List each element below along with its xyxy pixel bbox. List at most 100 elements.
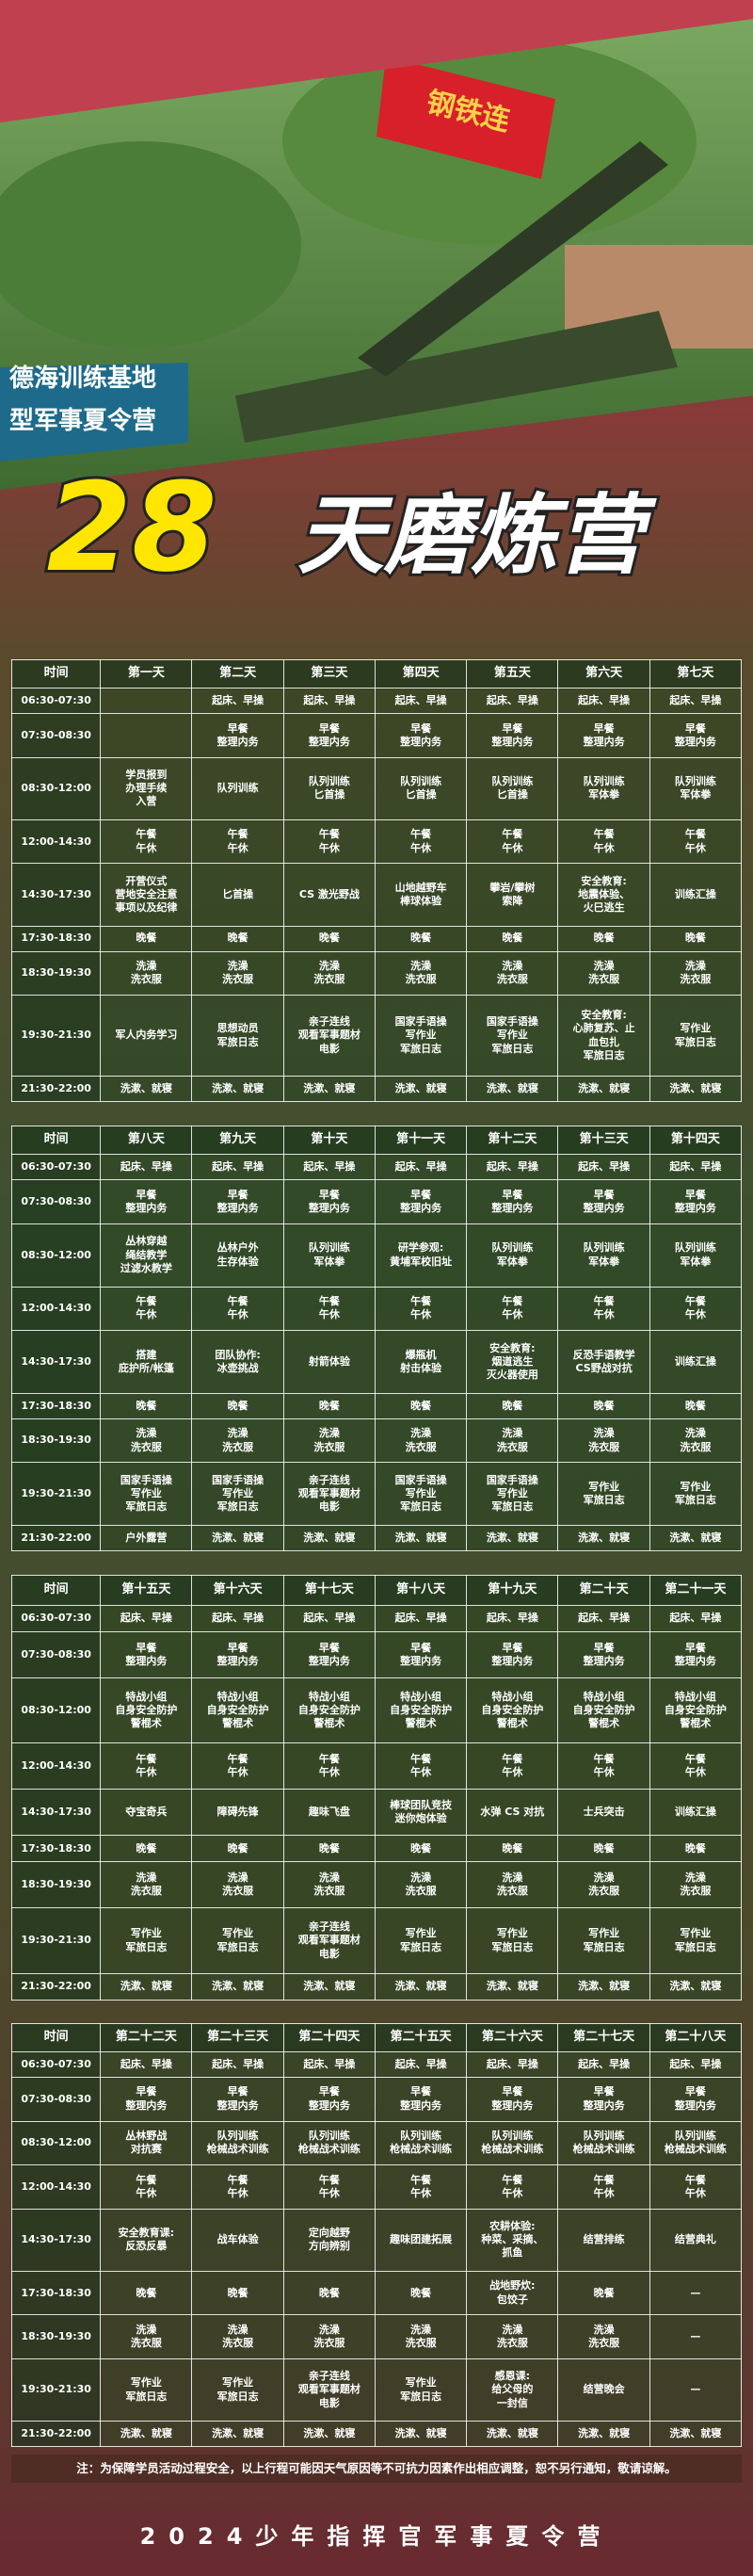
table-cell: 趣味飞盘 [282,1789,376,1837]
table-cell: 起床、早操 [374,1154,468,1181]
table-cell: 起床、早操 [100,1154,193,1181]
table-cell: 午餐 午休 [100,2164,193,2210]
time-cell: 08:30-12:00 [10,1223,102,1288]
row: 18:30-19:30 洗澡 洗衣服 洗澡 洗衣服 洗澡 洗衣服 洗澡 洗衣服 洗澡 洗衣… [10,2314,743,2359]
time-cell: 19:30-21:30 [10,2357,102,2422]
table-cell: 晚餐 [100,2270,193,2316]
table-cell: 队列训练 枪械战术训练 [374,2120,468,2166]
row: 19:30-21:30 军人内务学习 思想动员 军旅日志 亲子连线 观看军事题材 电影… [10,995,743,1077]
table-cell: 起床、早操 [649,1154,743,1181]
table-cell: 午餐 午休 [649,1742,743,1790]
table-cell: 特战小组 自身安全防护 警棍术 [282,1677,376,1744]
table-cell: 午餐 午休 [100,1742,193,1790]
table-cell: 洗澡 洗衣服 [100,950,193,996]
header-cell: 第十天 [282,1125,376,1156]
table-cell: 洗漱、就寝 [557,1076,650,1102]
table-cell: 队列训练 军体拳 [557,1223,650,1288]
row: 18:30-19:30 洗澡 洗衣服 洗澡 洗衣服 洗澡 洗衣服 洗澡 洗衣服 洗澡 洗衣… [10,950,743,996]
row: 21:30-22:00 洗漱、就寝 洗漱、就寝 洗漱、就寝 洗漱、就寝 洗漱、就寝 洗漱、就… [10,2421,743,2447]
table-cell: 起床、早操 [649,1604,743,1632]
table-cell: 战地野炊: 包饺子 [466,2270,559,2316]
header-row: 时间 第八天 第九天 第十天 第十一天 第十二天 第十三天 第十四天 [10,1125,743,1156]
table-cell: 障碍先锋 [191,1789,284,1837]
header-cell: 第十九天 [466,1575,559,1606]
table-cell: 洗澡 洗衣服 [374,1861,468,1909]
table-cell: 丛林户外 生存体验 [191,1223,284,1288]
row: 17:30-18:30 晚餐 晚餐 晚餐 晚餐 晚餐 晚餐 晚餐 [10,1392,743,1419]
header-cell: 第八天 [100,1125,193,1156]
header-cell: 第十五天 [100,1575,193,1606]
table-cell: 午餐 午休 [466,818,559,865]
tank-body [235,311,678,443]
banner-text: 德海训练基地 [9,364,156,393]
schedule-table: 时间 第十五天 第十六天 第十七天 第十八天 第十九天 第二十天 第二十一天 06:30-07:… [10,1575,743,2001]
table-cell: 起床、早操 [374,1604,468,1632]
header-cell: 第二十四天 [282,2022,376,2053]
table-cell: 午餐 午休 [466,1286,559,1332]
table-cell: 午餐 午休 [466,2164,559,2210]
table-cell: 写作业 军旅日志 [374,1907,468,1974]
table-cell: 午餐 午休 [282,1742,376,1790]
table-cell: 洗漱、就寝 [557,1972,650,2001]
table-cell: 反恐手语教学 CS野战对抗 [557,1330,650,1394]
table-cell: 起床、早操 [282,1154,376,1181]
table-cell: 结营排练 [557,2208,650,2272]
table-cell: 水弹 CS 对抗 [466,1789,559,1837]
table-cell: 晚餐 [374,1835,468,1863]
table-cell: 洗漱、就寝 [466,1525,559,1551]
table-cell: 思想动员 军旅日志 [191,995,284,1077]
table-cell: 战车体验 [191,2208,284,2272]
table-cell: 起床、早操 [374,688,468,715]
table-cell: 洗澡 洗衣服 [466,1418,559,1464]
table-cell: 午餐 午休 [466,1742,559,1790]
table-cell: 特战小组 自身安全防护 警棍术 [374,1677,468,1744]
table-cell: 洗澡 洗衣服 [100,2314,193,2359]
table-cell: 洗漱、就寝 [191,1972,284,2001]
title-text: 天磨炼营 [297,485,657,586]
table-cell: 队列训练 匕首操 [466,756,559,820]
table-cell: 洗澡 洗衣服 [191,1861,284,1909]
table-cell: 亲子连线 观看军事题材 电影 [282,1907,376,1974]
table-cell: 山地越野车 棒球体验 [374,863,468,927]
table-cell: 洗澡 洗衣服 [100,1861,193,1909]
table-cell: 起床、早操 [191,1154,284,1181]
table-cell: 农耕体验: 种菜、采摘、 抓鱼 [466,2208,559,2272]
table-cell: 洗漱、就寝 [282,1972,376,2001]
table-cell: 洗漱、就寝 [191,2421,284,2447]
table-cell: 晚餐 [466,925,559,952]
table-cell: 写作业 军旅日志 [191,2357,284,2422]
table-cell: 洗漱、就寝 [282,1525,376,1551]
header-cell: 第十四天 [649,1125,743,1156]
table-cell: 洗澡 洗衣服 [649,950,743,996]
table-cell: 晚餐 [100,1835,193,1863]
row: 08:30-12:00 丛林穿越 绳结教学 过滤水教学 丛林户外 生存体验 队列训练 … [10,1223,743,1288]
time-cell: 07:30-08:30 [10,1179,102,1224]
table-cell: 洗漱、就寝 [374,2421,468,2447]
row: 19:30-21:30 写作业 军旅日志 写作业 军旅日志 亲子连线 观看军事题材 电… [10,2357,743,2422]
schedule-table: 时间 第八天 第九天 第十天 第十一天 第十二天 第十三天 第十四天 06:30-07:30 起床… [10,1125,743,1551]
table-cell: — [649,2314,743,2359]
table-cell: 早餐 整理内务 [374,1630,468,1678]
time-cell: 18:30-19:30 [10,1861,102,1909]
table-cell: 洗澡 洗衣服 [557,1418,650,1464]
header-cell: 第二十三天 [191,2022,284,2053]
table-cell: 棒球团队竞技 迷你炮体验 [374,1789,468,1837]
table-cell: 匕首操 [191,863,284,927]
table-cell [100,713,193,758]
table-cell: 起床、早操 [191,1604,284,1632]
table-cell: 午餐 午休 [649,1286,743,1332]
table-cell: 国家手语操 写作业 军旅日志 [100,1462,193,1527]
header-row: 时间 第十五天 第十六天 第十七天 第十八天 第十九天 第二十天 第二十一天 [10,1575,743,1606]
row: 21:30-22:00 户外露营 洗漱、就寝 洗漱、就寝 洗漱、就寝 洗漱、就寝 洗漱、就寝… [10,1525,743,1551]
table-cell: 队列训练 [191,756,284,820]
time-cell: 21:30-22:00 [10,2421,102,2447]
table-cell: 洗澡 洗衣服 [649,1418,743,1464]
time-cell: 07:30-08:30 [10,1630,102,1678]
table-cell: 队列训练 军体拳 [649,756,743,820]
table-cell: 洗漱、就寝 [466,2421,559,2447]
table-cell: 洗漱、就寝 [191,1076,284,1102]
time-cell: 17:30-18:30 [10,1835,102,1863]
table-cell: 早餐 整理内务 [466,713,559,758]
time-cell: 21:30-22:00 [10,1972,102,2001]
table-cell: 写作业 军旅日志 [374,2357,468,2422]
